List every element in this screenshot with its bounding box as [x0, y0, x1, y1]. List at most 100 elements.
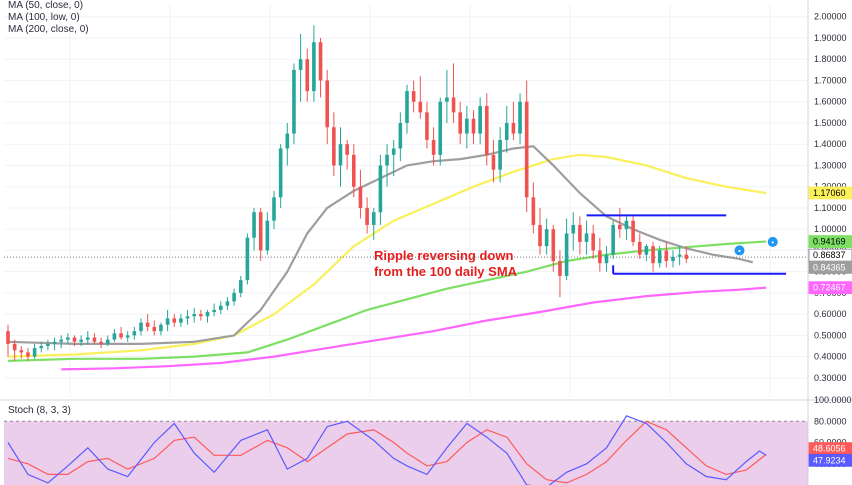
- candle-83: [558, 250, 562, 298]
- candle-body: [358, 186, 363, 208]
- candle-38: [258, 207, 263, 262]
- candle-body: [92, 337, 97, 342]
- candle-body: [651, 246, 655, 264]
- candle-body: [604, 254, 609, 264]
- candle-body: [677, 254, 682, 257]
- candle-body: [39, 346, 44, 349]
- price-tick-label[interactable]: 1.80000: [814, 54, 847, 64]
- candle-body: [52, 341, 57, 344]
- price-tick-label[interactable]: 0.50000: [814, 330, 847, 340]
- candle-8: [59, 335, 63, 349]
- badge-label: 0.94169: [813, 237, 846, 247]
- stoch-pane: [4, 415, 808, 485]
- candle-58: [391, 139, 396, 177]
- candle-body: [46, 343, 50, 347]
- candle-53: [358, 169, 363, 219]
- candle-body: [578, 224, 582, 242]
- legend-ma100[interactable]: MA (100, low, 0): [8, 12, 80, 23]
- candle-body: [112, 333, 117, 340]
- price-tick-label[interactable]: 2.00000: [814, 12, 847, 22]
- candle-body: [445, 97, 449, 102]
- candle-86: [578, 216, 582, 255]
- candle-body: [338, 144, 343, 166]
- candle-89: [598, 237, 602, 272]
- event-markers: ••: [734, 236, 778, 256]
- candle-3: [26, 348, 30, 361]
- badge-label: 48.6056: [813, 444, 846, 454]
- candle-57: [385, 144, 389, 187]
- candle-body: [72, 337, 77, 342]
- candle-13: [92, 333, 97, 344]
- price-tick-label[interactable]: 1.60000: [814, 97, 847, 107]
- event-marker-dot[interactable]: [734, 245, 745, 256]
- ma50-line: [7, 145, 754, 345]
- candle-61: [411, 80, 416, 113]
- candle-body: [212, 309, 216, 313]
- candle-1: [12, 339, 17, 361]
- candle-body: [252, 212, 256, 238]
- candle-43: [292, 63, 296, 145]
- candle-59: [398, 112, 403, 162]
- price-tick-label[interactable]: 1.30000: [814, 160, 847, 170]
- legend-ma200[interactable]: MA (200, close, 0): [8, 24, 89, 35]
- candle-98: [657, 246, 662, 268]
- candle-body: [491, 154, 496, 170]
- candle-99: [664, 241, 669, 268]
- candle-65: [438, 97, 443, 166]
- candle-body: [132, 331, 137, 336]
- candle-46: [312, 25, 316, 102]
- price-tick-label[interactable]: 1.70000: [814, 75, 847, 85]
- annotation-line-1: Ripple reversing down: [374, 248, 514, 263]
- candle-88: [591, 224, 595, 259]
- legend-ma50[interactable]: MA (50, close, 0): [8, 0, 84, 11]
- candle-24: [165, 309, 170, 332]
- event-marker-1[interactable]: •: [767, 236, 778, 247]
- price-tick-label[interactable]: 1.90000: [814, 33, 847, 43]
- price-tick-label[interactable]: 1.00000: [814, 224, 847, 234]
- candle-23: [159, 322, 163, 336]
- candle-body: [79, 339, 83, 342]
- price-tick-label[interactable]: 1.50000: [814, 118, 847, 128]
- candle-81: [544, 218, 549, 255]
- candle-body: [631, 220, 635, 242]
- stoch-tick-label[interactable]: 100.0000: [814, 395, 852, 405]
- candle-0: [6, 324, 10, 357]
- candle-body: [179, 318, 183, 323]
- candle-body: [265, 220, 270, 251]
- candle-85: [571, 212, 576, 251]
- candle-body: [538, 224, 542, 247]
- price-badge-4: 0.72467: [808, 281, 852, 295]
- candle-body: [66, 337, 70, 340]
- candle-body: [584, 233, 589, 242]
- candle-body: [119, 333, 123, 338]
- stoch-tick-label[interactable]: 80.0000: [814, 416, 847, 426]
- event-marker-0[interactable]: •: [734, 245, 745, 256]
- event-marker-glyph[interactable]: •: [738, 248, 741, 255]
- candle-78: [524, 80, 529, 213]
- badge-label: 0.86837: [813, 250, 846, 260]
- candle-body: [391, 148, 396, 155]
- candle-62: [418, 76, 423, 119]
- price-tick-label[interactable]: 1.10000: [814, 203, 847, 213]
- price-badges: 1.17060 0.94169 0.86837 0.84365 0.72467 48.60…: [808, 186, 852, 467]
- candle-body: [99, 341, 103, 344]
- event-marker-glyph[interactable]: •: [772, 240, 775, 247]
- candle-body: [471, 118, 476, 134]
- candle-70: [471, 110, 476, 145]
- candle-body: [225, 301, 230, 306]
- candle-body: [238, 280, 243, 293]
- candle-60: [405, 84, 409, 134]
- candle-body: [192, 314, 196, 317]
- price-tick-label[interactable]: 0.60000: [814, 309, 847, 319]
- stoch-title[interactable]: Stoch (8, 3, 3): [8, 405, 71, 416]
- candle-body: [618, 224, 622, 230]
- event-marker-dot[interactable]: [767, 236, 778, 247]
- price-tick-label[interactable]: 0.40000: [814, 352, 847, 362]
- price-tick-label[interactable]: 1.40000: [814, 139, 847, 149]
- price-badge-0: 1.17060: [808, 186, 852, 200]
- candle-body: [59, 339, 63, 342]
- price-tick-label[interactable]: 0.30000: [814, 373, 847, 383]
- candle-body: [6, 331, 10, 344]
